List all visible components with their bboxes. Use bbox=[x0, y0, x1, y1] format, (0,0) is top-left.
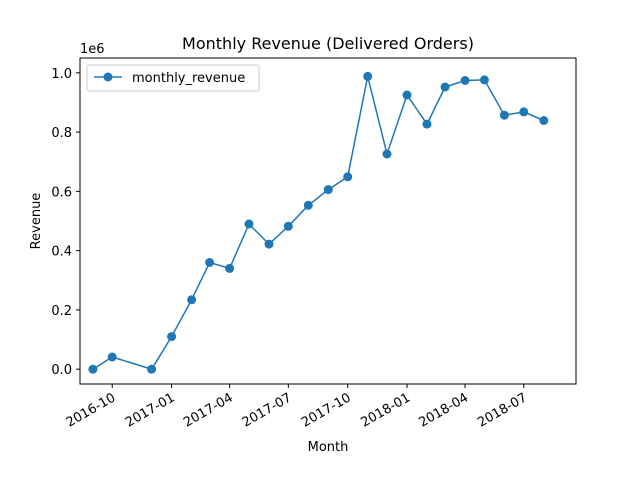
data-point bbox=[88, 364, 98, 374]
x-tick-label: 2018-04 bbox=[417, 390, 472, 430]
series-markers bbox=[88, 71, 549, 374]
legend-box bbox=[86, 64, 260, 92]
legend: monthly_revenue bbox=[86, 64, 260, 92]
y-tick-label: 0.8 bbox=[51, 126, 72, 141]
chart-title: Monthly Revenue (Delivered Orders) bbox=[182, 34, 474, 53]
x-tick-label: 2017-07 bbox=[240, 390, 295, 430]
data-point bbox=[519, 107, 529, 117]
data-point bbox=[187, 295, 197, 305]
y-tick-label: 0.6 bbox=[51, 185, 72, 200]
data-point bbox=[539, 116, 549, 125]
data-point bbox=[343, 172, 353, 182]
plot-area bbox=[79, 57, 577, 385]
y-scale-label: 1e6 bbox=[80, 42, 105, 57]
data-point bbox=[363, 71, 373, 81]
legend-marker bbox=[103, 72, 113, 82]
data-point bbox=[402, 90, 412, 100]
data-point bbox=[479, 75, 489, 85]
x-tick-label: 2017-01 bbox=[123, 390, 178, 430]
data-point bbox=[303, 200, 313, 210]
data-point bbox=[460, 76, 470, 85]
data-point bbox=[283, 221, 293, 231]
y-tick-label: 0.4 bbox=[51, 245, 72, 260]
data-point bbox=[422, 119, 432, 129]
x-tick-label: 2017-10 bbox=[299, 390, 354, 430]
data-point bbox=[499, 110, 509, 120]
legend-label: monthly_revenue bbox=[132, 71, 245, 86]
data-point bbox=[440, 82, 450, 92]
data-point bbox=[323, 185, 333, 195]
data-point bbox=[147, 364, 157, 374]
series-lines bbox=[92, 76, 545, 371]
data-point bbox=[167, 332, 177, 342]
data-point bbox=[382, 149, 392, 159]
data-point bbox=[225, 263, 235, 273]
y-axis-title: Revenue bbox=[29, 193, 44, 250]
data-point bbox=[264, 239, 274, 249]
y-tick-label: 1.0 bbox=[51, 67, 72, 82]
x-tick-label: 2017-04 bbox=[181, 390, 236, 430]
data-point bbox=[205, 258, 215, 267]
x-tick-label: 2018-07 bbox=[475, 390, 530, 430]
x-axis-title: Month bbox=[308, 440, 349, 455]
x-axis: 2016-10 2017-01 2017-04 2017-07 2017-10 2018-… bbox=[64, 384, 530, 431]
x-tick-label: 2018-01 bbox=[358, 390, 413, 430]
plot-frame bbox=[79, 57, 577, 385]
series-line bbox=[92, 76, 545, 371]
data-point bbox=[244, 219, 254, 229]
y-tick-label: 0.0 bbox=[51, 363, 72, 378]
x-tick-label: 2016-10 bbox=[64, 390, 119, 430]
data-point bbox=[107, 352, 117, 362]
y-axis: 0.0 0.2 0.4 0.6 0.8 1.0 bbox=[51, 67, 80, 378]
y-tick-label: 0.2 bbox=[51, 304, 72, 319]
